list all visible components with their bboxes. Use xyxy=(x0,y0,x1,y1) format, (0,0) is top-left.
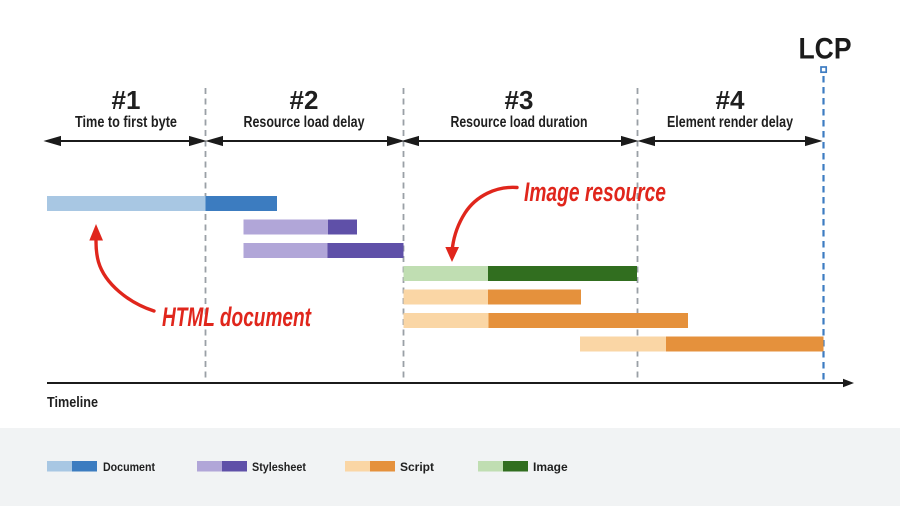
svg-text:Element render delay: Element render delay xyxy=(667,114,793,131)
svg-text:Script: Script xyxy=(400,460,434,474)
svg-text:Image resource: Image resource xyxy=(524,177,666,207)
svg-text:Resource load duration: Resource load duration xyxy=(451,114,588,131)
svg-text:HTML document: HTML document xyxy=(162,302,312,332)
svg-text:Time to first byte: Time to first byte xyxy=(75,114,177,131)
svg-text:Stylesheet: Stylesheet xyxy=(252,460,306,474)
svg-text:#1: #1 xyxy=(112,85,141,115)
svg-text:#3: #3 xyxy=(505,85,534,115)
svg-text:Image: Image xyxy=(533,460,568,474)
svg-text:Resource load delay: Resource load delay xyxy=(244,114,365,131)
svg-text:#2: #2 xyxy=(290,85,319,115)
svg-text:Document: Document xyxy=(103,460,155,474)
svg-text:#4: #4 xyxy=(716,85,745,115)
svg-text:Timeline: Timeline xyxy=(47,394,98,411)
svg-text:LCP: LCP xyxy=(799,33,852,66)
